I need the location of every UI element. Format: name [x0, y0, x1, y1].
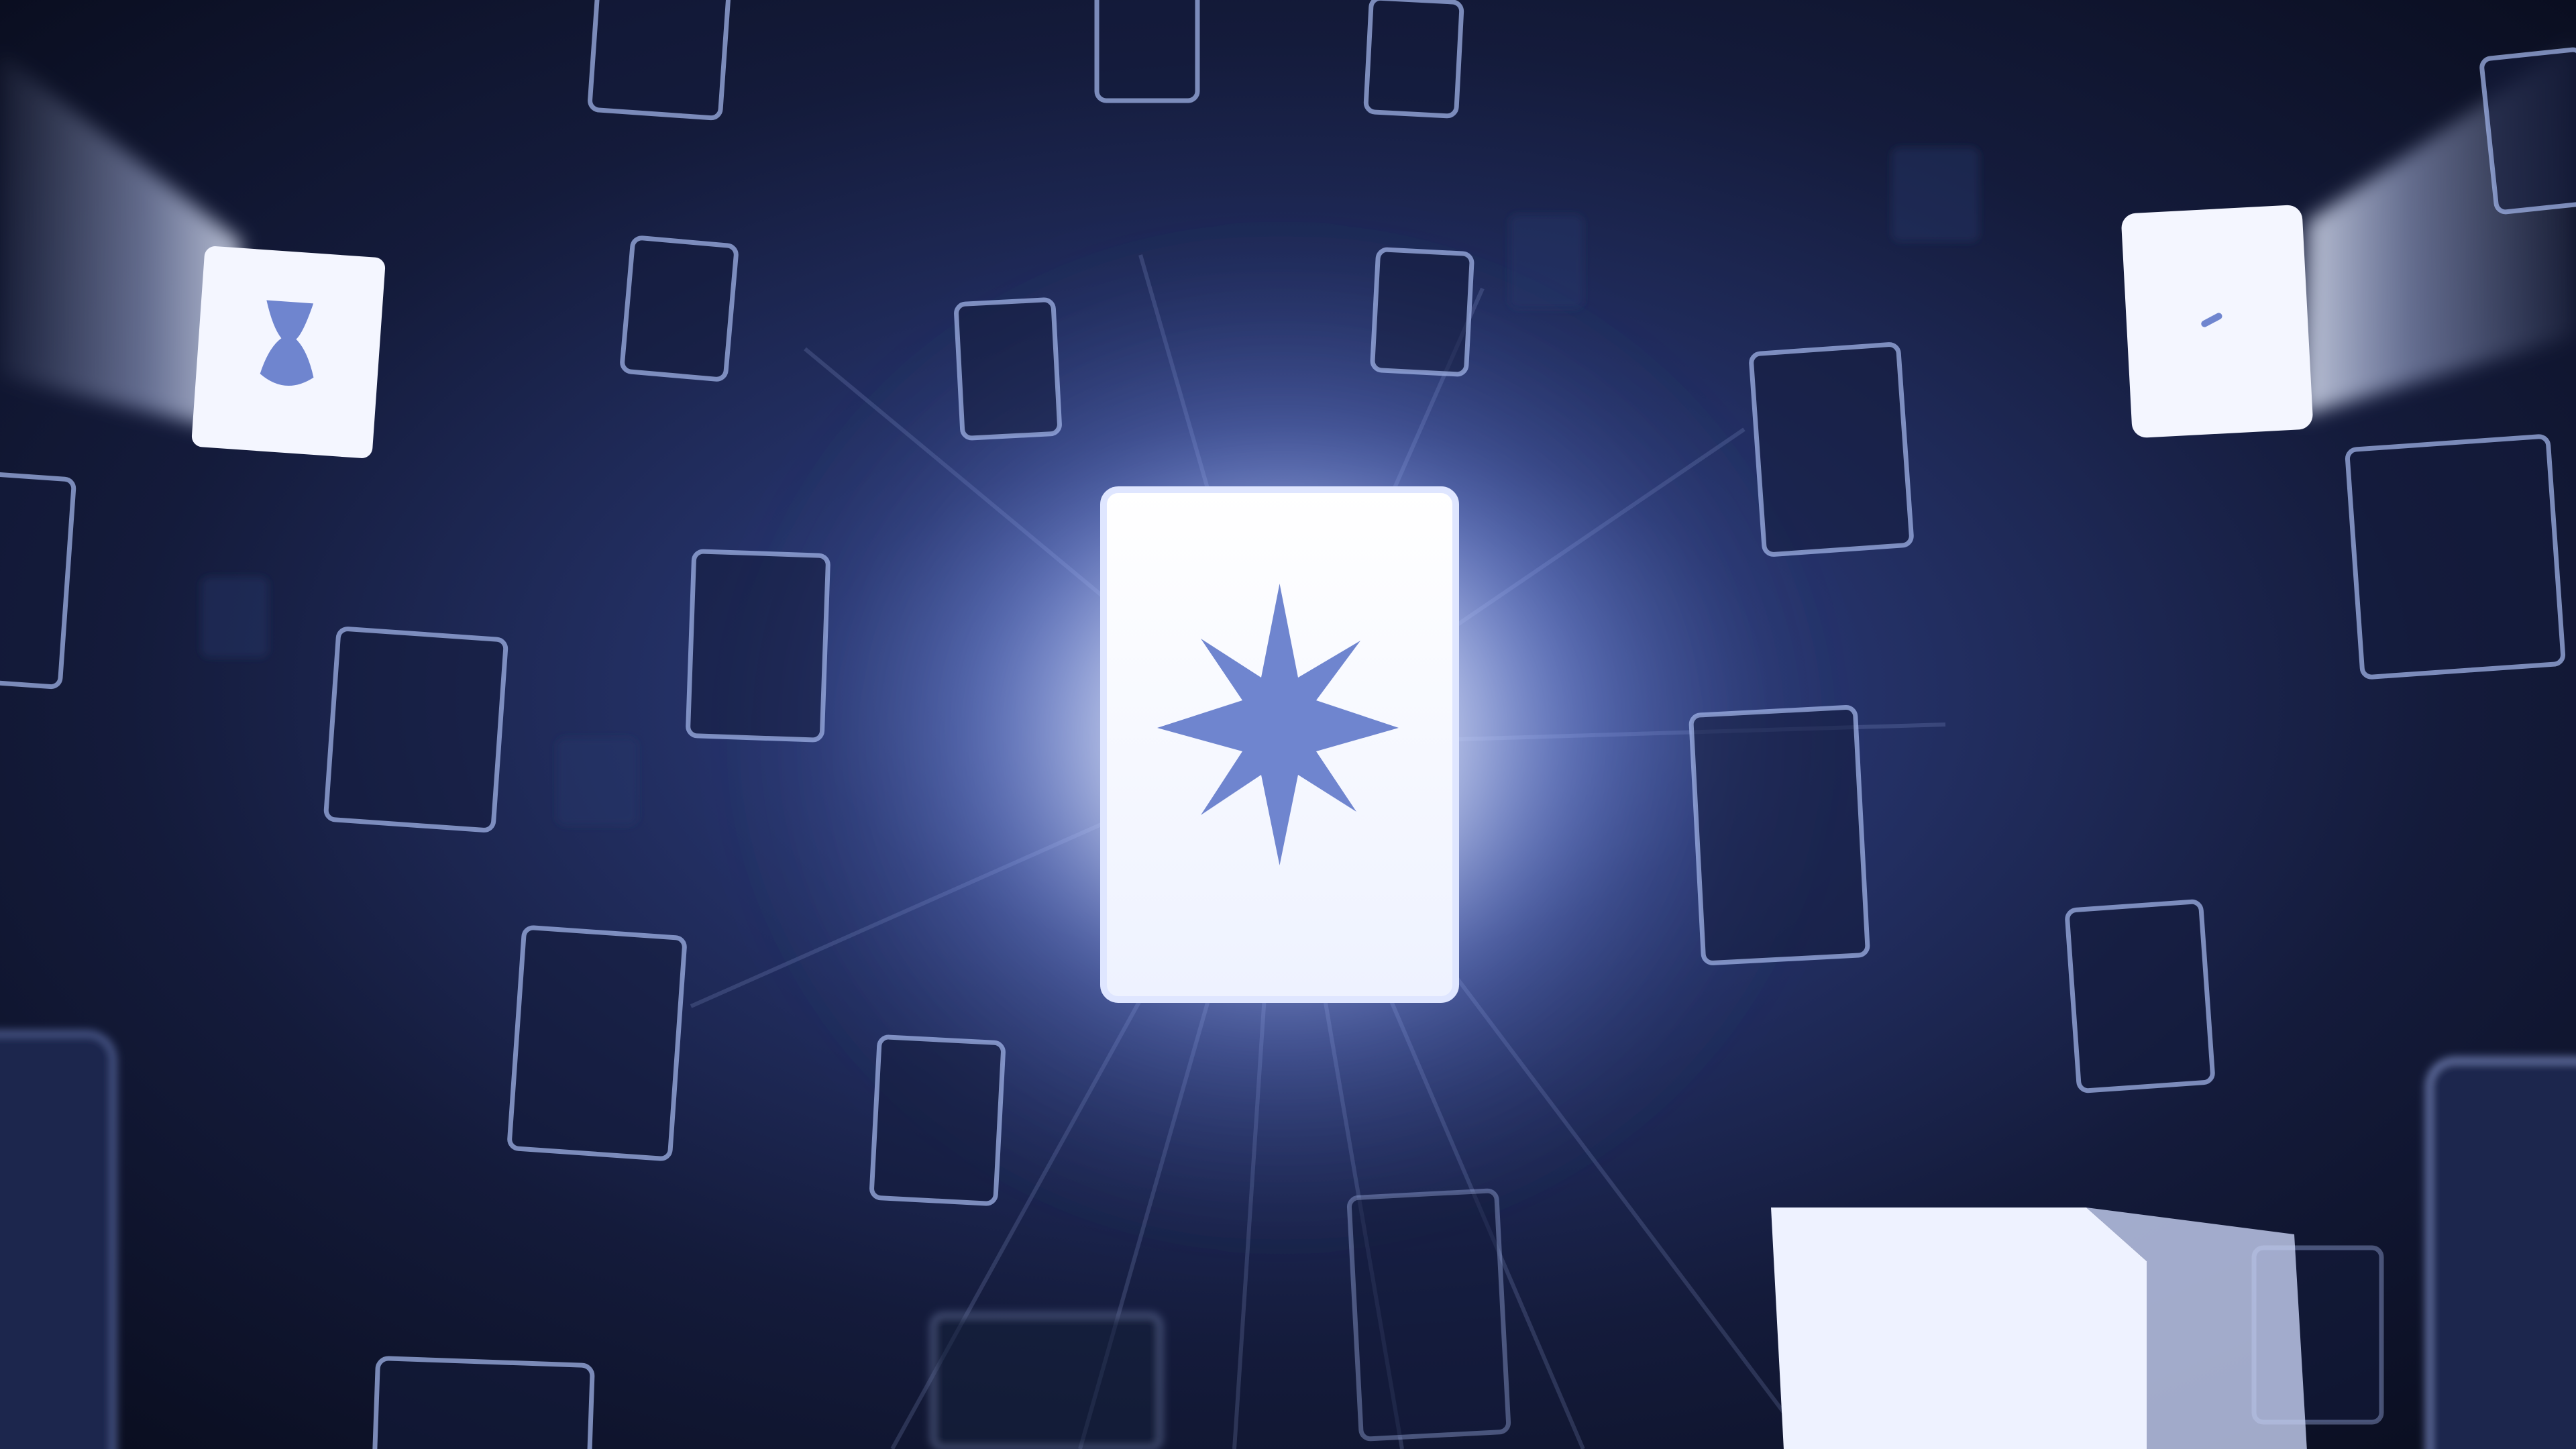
tile: [954, 297, 1062, 441]
tile: [2479, 47, 2576, 215]
left-light-beam: [0, 54, 241, 429]
tile: [1892, 148, 1979, 241]
tile: [2065, 899, 2215, 1093]
tile: [588, 0, 731, 121]
glowing-block-bottom-right: [1771, 1208, 2147, 1449]
tile: [1094, 0, 1200, 103]
tile: [323, 627, 508, 833]
tile: [869, 1034, 1006, 1206]
tile: [507, 925, 687, 1161]
tile: [1370, 247, 1474, 377]
tile: [201, 577, 268, 657]
tile: [1749, 342, 1914, 557]
glowing-block-side: [2086, 1208, 2307, 1449]
right-glowing-card: [2121, 205, 2313, 438]
tile: [1688, 705, 1870, 965]
foreground-block-right: [2425, 1057, 2576, 1449]
hourglass-shape-icon: [260, 300, 314, 386]
focal-card: [1100, 486, 1459, 1003]
tile: [1509, 215, 1583, 309]
tile: [557, 738, 637, 825]
twelve-point-star-icon: [1157, 584, 1399, 865]
tile: [1363, 0, 1464, 119]
tile: [620, 235, 739, 382]
tile: [1346, 1188, 1511, 1442]
tile: [371, 1356, 595, 1449]
foreground-blocks: [0, 1030, 2576, 1449]
tile: [930, 1312, 1163, 1449]
tile: [686, 549, 830, 743]
foreground-block-left: [0, 1030, 117, 1449]
distant-tiles: [201, 148, 1979, 825]
tile: [0, 471, 76, 690]
tile: [2345, 434, 2566, 680]
left-glowing-card: [191, 246, 386, 458]
small-dash-icon: [2201, 313, 2222, 327]
